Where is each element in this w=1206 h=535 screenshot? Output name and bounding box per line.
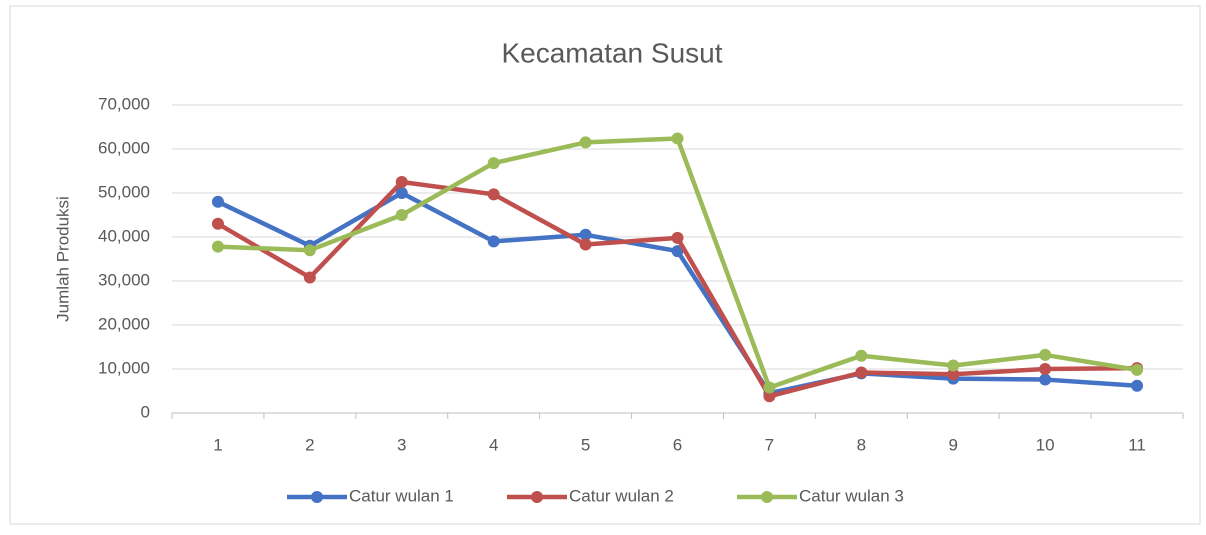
x-tick-label: 6 <box>673 435 682 454</box>
x-tick-label: 10 <box>1036 435 1055 454</box>
data-point <box>671 132 684 145</box>
x-tick-label: 2 <box>305 435 314 454</box>
data-point <box>1039 363 1052 375</box>
data-point <box>303 271 316 284</box>
legend-label: Catur wulan 3 <box>799 486 904 505</box>
data-point <box>947 359 960 372</box>
legend-label: Catur wulan 1 <box>349 486 454 505</box>
y-axis-label: Jumlah Produksi <box>53 196 72 322</box>
y-tick-label: 10,000 <box>98 358 150 377</box>
x-tick-label: 8 <box>857 435 866 454</box>
data-point <box>579 228 592 241</box>
chart-title: Kecamatan Susut <box>501 37 722 68</box>
data-point <box>855 349 868 362</box>
data-point <box>671 245 684 258</box>
data-point <box>947 368 960 381</box>
legend-marker <box>311 491 323 503</box>
x-tick-label: 11 <box>1128 435 1146 454</box>
y-tick-label: 0 <box>141 402 150 421</box>
chart-border <box>9 5 1201 525</box>
data-point <box>1039 373 1052 386</box>
x-tick-label: 7 <box>765 435 774 454</box>
data-point <box>211 217 224 230</box>
data-point <box>487 157 500 170</box>
y-tick-label: 20,000 <box>98 314 150 333</box>
data-point <box>303 244 316 257</box>
legend-label: Catur wulan 2 <box>569 486 674 505</box>
data-point <box>395 176 408 188</box>
data-point <box>579 136 592 149</box>
x-tick-label: 5 <box>581 435 590 454</box>
data-point <box>1131 363 1144 376</box>
y-tick-label: 60,000 <box>98 138 150 157</box>
data-point <box>1131 379 1144 392</box>
y-tick-label: 40,000 <box>98 226 150 245</box>
data-point <box>487 188 500 201</box>
data-point <box>1039 348 1052 361</box>
data-point <box>763 390 776 403</box>
y-tick-label: 50,000 <box>98 182 150 201</box>
data-point <box>211 195 224 208</box>
data-point <box>763 381 776 394</box>
data-point <box>395 209 408 221</box>
x-tick-label: 4 <box>489 435 498 454</box>
x-tick-label: 1 <box>213 435 222 454</box>
data-point <box>211 240 224 253</box>
data-point <box>395 187 408 199</box>
x-tick-label: 9 <box>948 435 957 454</box>
data-point <box>487 235 500 248</box>
data-point <box>579 238 592 251</box>
legend-marker <box>531 491 543 503</box>
x-tick-label: 3 <box>397 435 406 454</box>
legend-marker <box>761 491 773 503</box>
data-point <box>671 231 684 244</box>
y-tick-label: 70,000 <box>98 94 150 113</box>
y-tick-label: 30,000 <box>98 270 150 289</box>
data-point <box>855 366 868 379</box>
